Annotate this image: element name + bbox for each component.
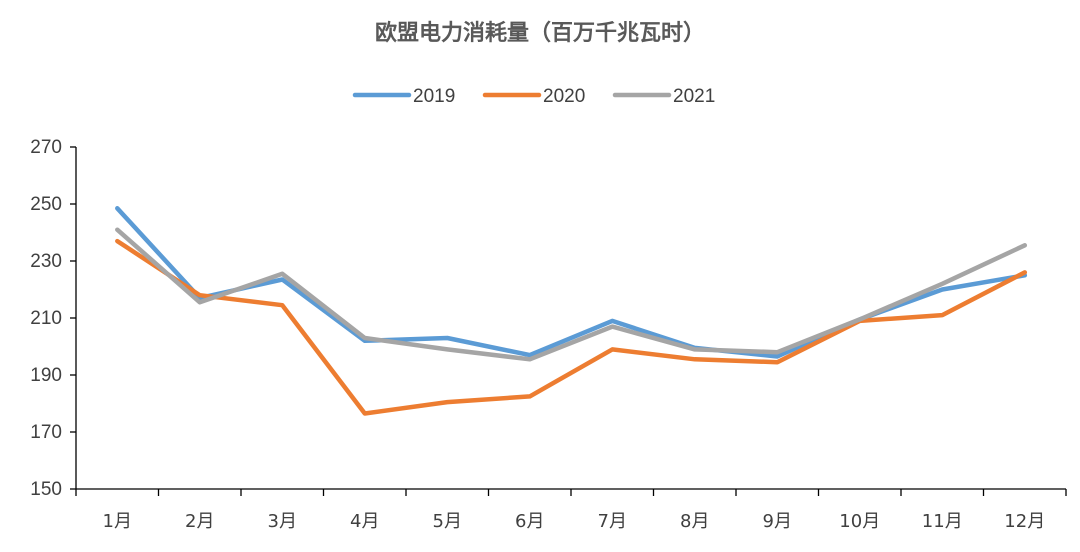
y-axis-ticks: 150 170 190 210 230 250 270 [30, 137, 76, 500]
series-line-2021 [115, 227, 1028, 362]
x-tick-label: 6月 [515, 511, 544, 532]
chart-title: 欧盟电力消耗量（百万千兆瓦时） [375, 20, 705, 46]
x-tick-label: 2月 [185, 511, 214, 532]
x-axis-ticks: 1月 2月 3月 4月 5月 6月 7月 8月 9月 10月 11月 12月 [75, 489, 1067, 532]
legend: 2019 2020 2021 [352, 86, 715, 107]
y-tick-label: 270 [30, 137, 62, 158]
legend-label: 2020 [543, 86, 585, 107]
legend-label: 2019 [413, 86, 455, 107]
y-tick-label: 170 [30, 422, 62, 443]
x-tick-label: 1月 [103, 511, 132, 532]
x-tick-label: 5月 [433, 511, 462, 532]
x-tick-label: 7月 [598, 511, 627, 532]
x-tick-label: 3月 [268, 511, 297, 532]
series-group [115, 206, 1028, 416]
series-line-2020 [115, 238, 1028, 416]
x-tick-label: 10月 [839, 511, 880, 532]
y-tick-label: 210 [30, 308, 62, 329]
y-tick-label: 190 [30, 365, 62, 386]
y-tick-label: 150 [30, 479, 62, 500]
x-tick-label: 8月 [680, 511, 709, 532]
x-tick-label: 11月 [922, 511, 963, 532]
legend-label: 2021 [673, 86, 715, 107]
y-tick-label: 230 [30, 251, 62, 272]
x-tick-label: 4月 [350, 511, 379, 532]
x-tick-label: 12月 [1004, 511, 1045, 532]
y-tick-label: 250 [30, 194, 62, 215]
x-tick-label: 9月 [763, 511, 792, 532]
